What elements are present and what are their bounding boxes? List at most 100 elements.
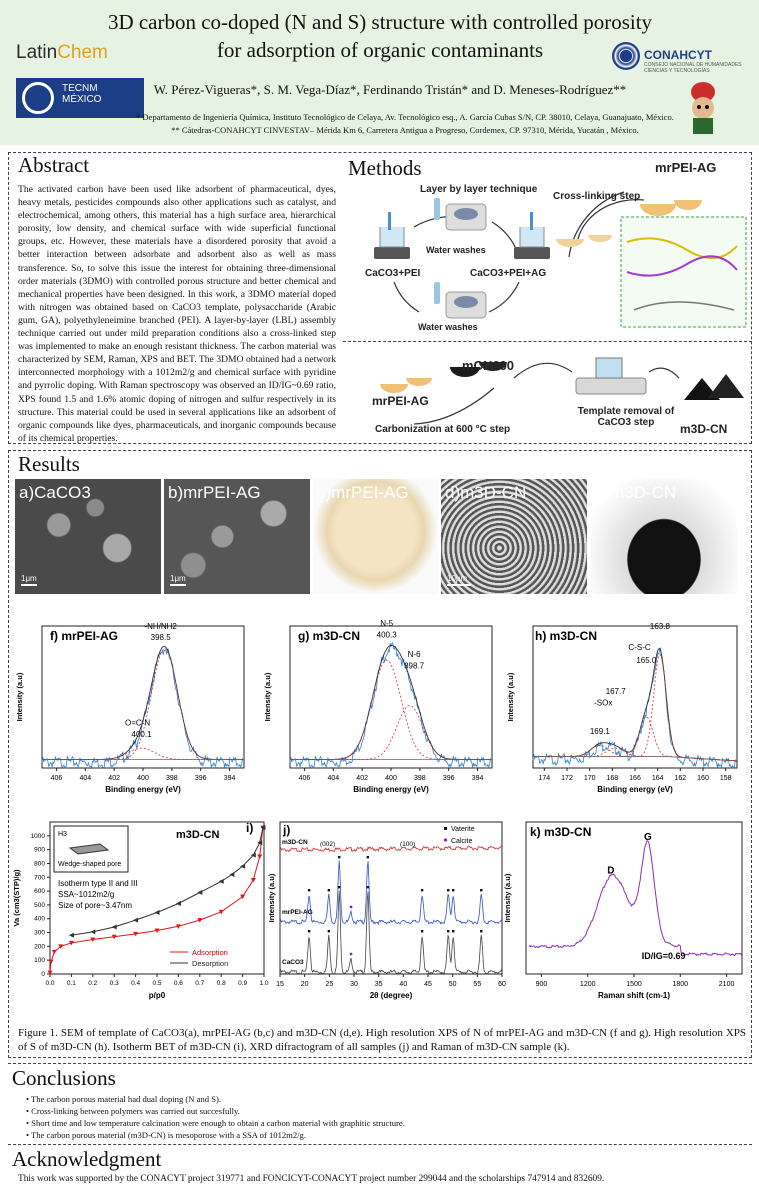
- data-line: [289, 642, 492, 769]
- isotherm-note: Size of pore~3.47nm: [58, 901, 132, 910]
- x-tick-label: 0.4: [131, 980, 140, 987]
- mascot-logo-icon: [691, 82, 715, 134]
- x-tick-label: 15: [276, 981, 284, 988]
- conahcyt-emblem-icon: [612, 42, 640, 70]
- caco3-pei-ag-label: CaCO3+PEI+AG: [470, 268, 547, 279]
- vaterite-marker: [451, 889, 455, 892]
- acknowledgment-text: This work was supported by the CONACYT p…: [18, 1174, 605, 1184]
- y-tick-label: 300: [34, 930, 45, 937]
- raman-spectrum: [528, 840, 742, 957]
- beige-bowls-icon: [556, 235, 612, 247]
- baseline: [533, 756, 733, 761]
- sem-panel-b: b)mrPEI-AG 1μm: [164, 479, 310, 594]
- x-tick-label: 166: [629, 775, 641, 782]
- peak-value: 398.7: [404, 662, 425, 671]
- x-tick-label: 162: [674, 775, 686, 782]
- x-tick-label: 0.7: [195, 980, 204, 987]
- x-tick-label: 406: [51, 775, 63, 782]
- data-line: [41, 648, 244, 769]
- hotplate-icon: [575, 357, 647, 395]
- vaterite-marker: [307, 930, 311, 933]
- vaterite-marker: [366, 856, 370, 859]
- vaterite-marker: [366, 886, 370, 889]
- poster-header: LatinChem TECNM MÉXICO CONAHCYT CONSEJO NA…: [0, 0, 759, 145]
- conclusion-item: The carbon porous material (m3D-CN) is m…: [26, 1129, 726, 1141]
- adsorption-point: [257, 854, 263, 860]
- fit-envelope: [533, 648, 738, 762]
- legend-entry: Desorption: [192, 959, 228, 968]
- adsorption-point: [58, 944, 64, 949]
- peak-label: -SOx: [594, 699, 612, 708]
- desorption-point: [90, 929, 96, 935]
- x-tick-label: 50: [449, 981, 457, 988]
- y-tick-label: 900: [34, 847, 45, 854]
- template-removal-label: Template removal of CaCO3 step: [577, 406, 675, 428]
- vaterite-marker: [451, 930, 455, 933]
- x-tick-label: 0.0: [45, 980, 54, 987]
- centrifuge-bottom-icon: [434, 282, 487, 319]
- methods-heading: Methods: [348, 156, 422, 180]
- x-tick-label: 900: [536, 981, 548, 988]
- xrd-pattern: [279, 845, 503, 853]
- y-tick-label: 400: [34, 916, 45, 923]
- sem-panel-a: a)CaCO3 1μm: [15, 479, 161, 594]
- miller-label: (100): [400, 841, 415, 848]
- x-tick-label: 400: [385, 775, 397, 782]
- caco3-pei-label: CaCO3+PEI: [365, 268, 421, 279]
- adsorption-point: [47, 970, 53, 976]
- adsorption-point: [133, 931, 139, 937]
- xps-n-mrpeiag-chart: 406 404 402 400 398 396 394 Binding energy (eV)…: [15, 622, 245, 794]
- x-tick-label: 158: [720, 775, 732, 782]
- vaterite-marker: [447, 930, 450, 933]
- panel-title: f) mrPEI-AG: [50, 629, 118, 643]
- plot-frame: [525, 821, 743, 975]
- fit-envelope: [290, 644, 492, 760]
- x-tick-label: 398: [414, 775, 426, 782]
- xrd-pattern: [279, 890, 503, 976]
- ack-divider: [8, 1144, 752, 1145]
- vaterite-marker: [307, 889, 311, 892]
- top-section-frame: [8, 152, 752, 444]
- x-tick-label: 1800: [672, 981, 688, 988]
- x-tick-label: 398: [166, 775, 178, 782]
- x-tick-label: 0.5: [152, 980, 161, 987]
- xps-n-m3dcn-chart: 406 404 402 400 398 396 394 Binding energy (eV)…: [263, 619, 493, 794]
- panel-title: h) m3D-CN: [535, 629, 597, 643]
- raman-chart: 900 1200 1500 1800 2100 Raman shift (cm-1) Int…: [503, 821, 743, 1000]
- x-tick-label: 2100: [719, 981, 735, 988]
- conclusion-item: Cross-linking between polymers was carri…: [26, 1105, 726, 1117]
- desorption-point: [197, 889, 203, 895]
- desorption-point: [218, 878, 224, 884]
- plot-frame: [289, 625, 493, 769]
- inset-pore-label: Wedge-shaped pore: [58, 861, 121, 868]
- x-tick-label: 1200: [580, 981, 596, 988]
- results-frame: [8, 450, 752, 1058]
- adsorption-point: [197, 918, 203, 923]
- scale-bar: [21, 584, 37, 586]
- carbonization-label: Carbonization at 600 °C step: [375, 424, 511, 435]
- x-tick-label: 394: [472, 775, 484, 782]
- template-removal-arrow: [513, 362, 573, 379]
- x-tick-label: 160: [697, 775, 709, 782]
- centrifuge-top-icon: [434, 198, 487, 231]
- wedge-pore-icon: [68, 843, 110, 855]
- abstract-text: The activated carbon have been used like…: [18, 184, 336, 444]
- peak-value: 169.1: [590, 727, 611, 736]
- abstract-heading: Abstract: [18, 153, 90, 177]
- series-line: [49, 827, 264, 973]
- affiliation-1: * Departamento de Ingeniería Química, In…: [136, 112, 674, 122]
- peak-value: 165.0: [636, 656, 657, 665]
- adsorption-point: [111, 934, 117, 940]
- panel-title: i): [246, 821, 253, 835]
- peak-value: 163.8: [650, 622, 671, 631]
- x-axis-label: p/p0: [149, 991, 166, 1000]
- x-tick-label: 402: [356, 775, 368, 782]
- x-tick-label: 396: [195, 775, 207, 782]
- legend-swatch: [443, 838, 448, 842]
- y-tick-label: 500: [34, 902, 45, 909]
- desorption-point: [229, 872, 235, 878]
- x-tick-label: 30: [350, 981, 358, 988]
- y-axis-label: Intensity (a.u): [15, 672, 24, 721]
- y-axis-label: Intensity (a.u): [506, 672, 515, 721]
- x-tick-label: 45: [424, 981, 432, 988]
